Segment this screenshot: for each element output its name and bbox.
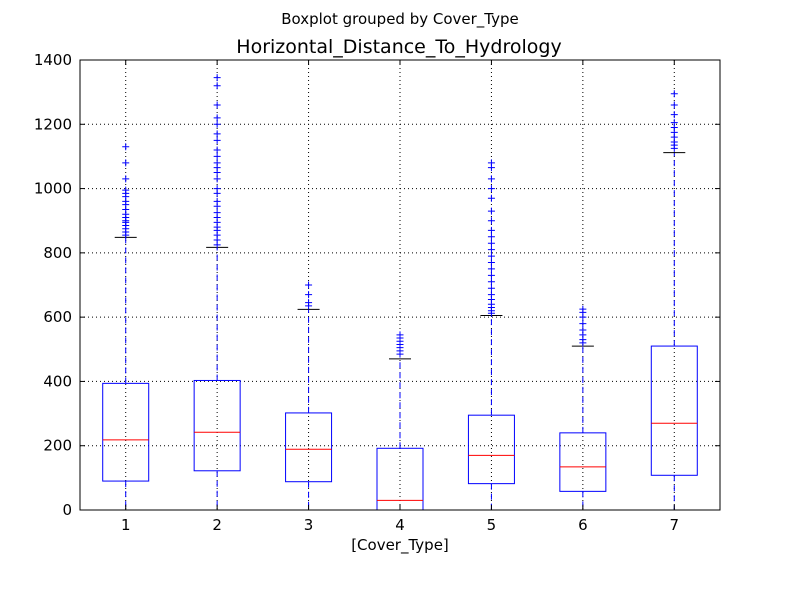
outlier-point bbox=[579, 320, 587, 328]
x-tick-label: 5 bbox=[487, 516, 497, 534]
outlier-point bbox=[213, 185, 221, 193]
outlier-point bbox=[122, 159, 130, 167]
box-iqr bbox=[559, 432, 607, 492]
y-tick-label: 1400 bbox=[34, 51, 72, 69]
outlier-point bbox=[487, 291, 495, 299]
box-iqr bbox=[102, 382, 150, 482]
outlier-point bbox=[487, 226, 495, 234]
x-tick-label: 1 bbox=[121, 516, 131, 534]
x-tick-label: 6 bbox=[578, 516, 588, 534]
box-group-3 bbox=[285, 281, 333, 511]
outlier-point bbox=[487, 265, 495, 273]
outlier-point bbox=[122, 175, 130, 183]
box-group-1 bbox=[102, 143, 150, 511]
outlier-point bbox=[487, 246, 495, 254]
outlier-point bbox=[670, 101, 678, 109]
box-group-6 bbox=[559, 305, 607, 511]
outlier-point bbox=[487, 194, 495, 202]
outlier-point bbox=[213, 130, 221, 138]
outlier-point bbox=[213, 120, 221, 128]
outlier-point bbox=[213, 114, 221, 122]
outlier-point bbox=[670, 90, 678, 98]
outlier-point bbox=[396, 331, 404, 339]
outlier-point bbox=[213, 136, 221, 144]
box-iqr bbox=[650, 345, 698, 476]
outlier-point bbox=[487, 175, 495, 183]
y-tick-label: 400 bbox=[43, 372, 72, 390]
outlier-point bbox=[487, 271, 495, 279]
outlier-point bbox=[305, 291, 313, 299]
outlier-point bbox=[670, 119, 678, 127]
outlier-point bbox=[487, 252, 495, 260]
outlier-point bbox=[122, 186, 130, 194]
outlier-point bbox=[579, 305, 587, 313]
outlier-point bbox=[487, 259, 495, 266]
outlier-point bbox=[487, 284, 495, 292]
y-tick-label: 0 bbox=[62, 501, 72, 519]
outlier-point bbox=[487, 278, 495, 286]
chart-title: Horizontal_Distance_To_Hydrology bbox=[236, 36, 561, 58]
outlier-point bbox=[213, 209, 221, 217]
outlier-point bbox=[487, 217, 495, 225]
x-tick-label: 3 bbox=[304, 516, 314, 534]
box-group-7 bbox=[650, 90, 698, 511]
outlier-point bbox=[305, 299, 313, 307]
outlier-point bbox=[122, 143, 130, 151]
outlier-point bbox=[487, 159, 495, 167]
x-tick-label: 7 bbox=[670, 516, 680, 534]
outlier-point bbox=[213, 101, 221, 109]
box-iqr bbox=[285, 412, 333, 483]
outlier-point bbox=[213, 152, 221, 160]
outlier-point bbox=[487, 233, 495, 241]
y-tick-label: 1000 bbox=[34, 180, 72, 198]
figure-suptitle: Boxplot grouped by Cover_Type bbox=[281, 10, 519, 28]
outlier-point bbox=[487, 207, 495, 215]
outlier-point bbox=[213, 146, 221, 154]
outlier-point bbox=[213, 82, 221, 90]
y-tick-label: 200 bbox=[43, 437, 72, 455]
box-iqr bbox=[193, 379, 241, 472]
outlier-point bbox=[579, 326, 587, 334]
axis-ticks: 0 200 400 600 800 1000 1200 1400 1 2 3 4 5 6 7 bbox=[34, 51, 720, 534]
y-tick-label: 600 bbox=[43, 308, 72, 326]
outlier-point bbox=[213, 74, 221, 82]
y-tick-label: 800 bbox=[43, 244, 72, 262]
box-group-5 bbox=[467, 159, 515, 511]
x-tick-label: 2 bbox=[212, 516, 222, 534]
outlier-point bbox=[487, 185, 495, 193]
box-group-2 bbox=[193, 74, 241, 511]
outlier-point bbox=[213, 175, 221, 183]
y-tick-label: 1200 bbox=[34, 115, 72, 133]
x-tick-label: 4 bbox=[395, 516, 405, 534]
plot-frame bbox=[79, 59, 721, 511]
box-iqr bbox=[467, 414, 515, 485]
outlier-point bbox=[305, 281, 313, 289]
outlier-point bbox=[670, 111, 678, 119]
x-axis-label: [Cover_Type] bbox=[351, 536, 449, 555]
outlier-point bbox=[213, 159, 221, 167]
outlier-point bbox=[487, 239, 495, 247]
outlier-point bbox=[213, 197, 221, 205]
